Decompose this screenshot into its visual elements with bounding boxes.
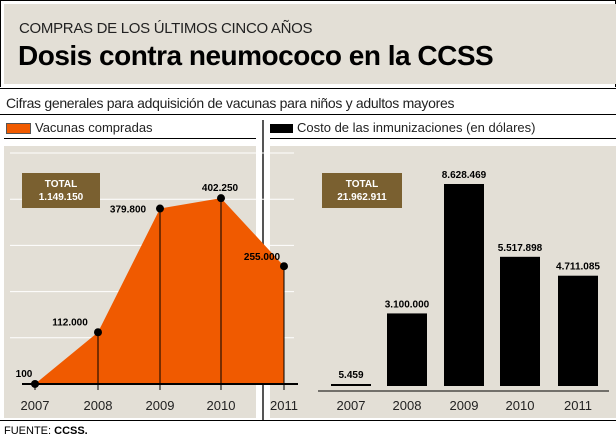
x-tick-label: 2011 bbox=[564, 398, 592, 413]
data-label: 8.628.469 bbox=[442, 170, 487, 181]
total-value: 21.962.911 bbox=[337, 192, 387, 203]
divider bbox=[4, 138, 256, 139]
header-band bbox=[4, 4, 616, 84]
kicker: COMPRAS DE LOS ÚLTIMOS CINCO AÑOS bbox=[19, 20, 313, 37]
legend-label: Vacunas compradas bbox=[35, 120, 153, 135]
data-label: 379.800 bbox=[110, 205, 147, 216]
subtitle: Cifras generales para adquisición de vac… bbox=[6, 95, 455, 111]
data-label: 4.711.085 bbox=[556, 262, 600, 273]
bar bbox=[558, 275, 598, 386]
bar bbox=[331, 384, 371, 386]
source-label: FUENTE: bbox=[4, 425, 52, 437]
bar bbox=[500, 256, 540, 386]
bar bbox=[387, 313, 427, 386]
source-value: CCSS. bbox=[54, 425, 88, 437]
total-label: TOTAL bbox=[45, 179, 77, 190]
data-label: 3.100.000 bbox=[385, 299, 430, 310]
legend-vacunas: Vacunas compradas bbox=[6, 120, 153, 135]
data-label: 255.000 bbox=[244, 252, 281, 263]
legend-costo: Costo de las inmunizaciones (en dólares) bbox=[270, 120, 535, 135]
source-note: FUENTE: CCSS. bbox=[4, 425, 88, 437]
x-tick-label: 2011 bbox=[270, 398, 298, 413]
data-label: 402.250 bbox=[202, 183, 239, 194]
x-tick-label: 2008 bbox=[84, 398, 113, 413]
data-label: 112.000 bbox=[52, 317, 88, 328]
total-label: TOTAL bbox=[346, 179, 378, 190]
data-label: 5.459 bbox=[338, 370, 363, 381]
x-tick-label: 2010 bbox=[207, 398, 236, 413]
data-label: 100 bbox=[16, 369, 33, 380]
divider bbox=[270, 138, 616, 139]
x-tick-label: 2008 bbox=[393, 398, 422, 413]
divider bbox=[0, 88, 616, 89]
legend-swatch-black bbox=[270, 124, 293, 134]
x-tick-label: 2007 bbox=[21, 398, 50, 413]
data-point bbox=[156, 204, 164, 213]
bar bbox=[444, 184, 484, 386]
data-point bbox=[280, 262, 288, 271]
total-value: 1.149.150 bbox=[39, 192, 84, 203]
total-box-right bbox=[322, 173, 402, 208]
divider bbox=[0, 114, 616, 115]
page-title: Dosis contra neumococo en la CCSS bbox=[18, 40, 494, 71]
x-tick-label: 2009 bbox=[450, 398, 479, 413]
legend-swatch-orange bbox=[6, 123, 31, 135]
data-point bbox=[94, 328, 102, 337]
data-point bbox=[217, 194, 225, 203]
x-tick-label: 2007 bbox=[337, 398, 366, 413]
data-label: 5.517.898 bbox=[498, 243, 543, 254]
divider bbox=[0, 420, 616, 421]
x-tick-label: 2009 bbox=[146, 398, 175, 413]
legend-label: Costo de las inmunizaciones (en dólares) bbox=[297, 120, 536, 135]
total-box-left bbox=[22, 173, 100, 208]
x-tick-label: 2010 bbox=[506, 398, 535, 413]
